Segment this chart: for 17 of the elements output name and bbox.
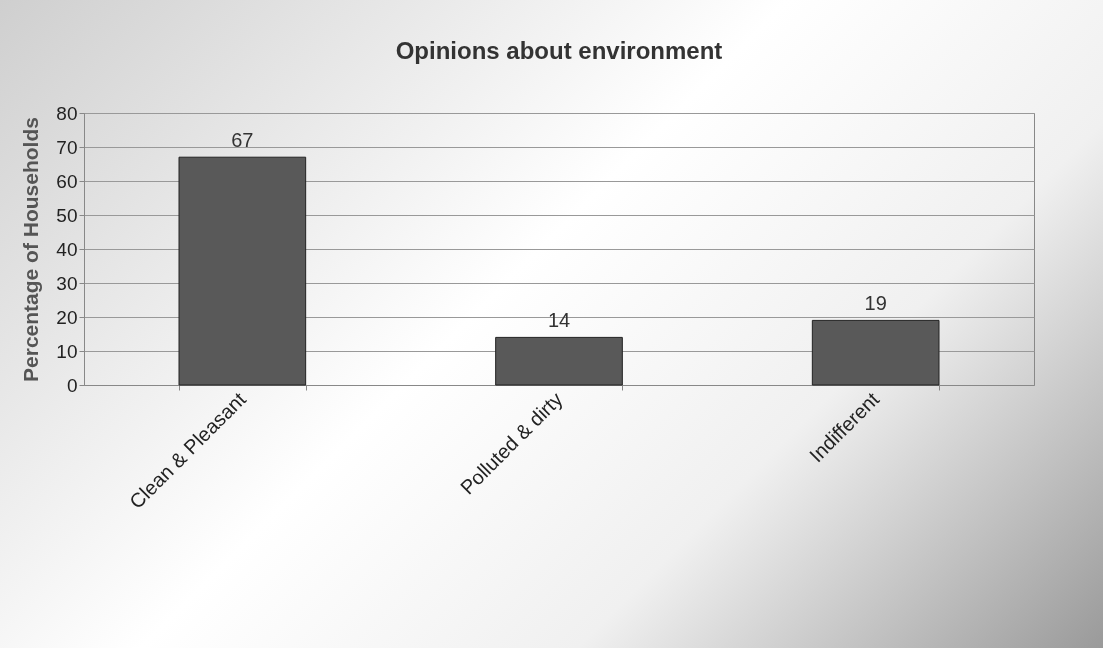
y-tick-label: 20 xyxy=(56,306,78,328)
y-tick-label: 80 xyxy=(56,102,78,124)
data-label: 67 xyxy=(231,129,254,152)
y-tick-label: 60 xyxy=(56,170,78,192)
y-tick-label: 50 xyxy=(56,204,78,226)
bar xyxy=(178,156,307,386)
y-tick-label: 40 xyxy=(56,238,78,260)
bar xyxy=(811,319,940,386)
y-tick-label: 10 xyxy=(56,340,78,362)
data-label: 14 xyxy=(547,309,571,332)
y-tick-label: 30 xyxy=(56,272,78,294)
y-tick-label: 0 xyxy=(66,374,78,396)
y-tick-label: 70 xyxy=(56,136,78,158)
bar xyxy=(495,336,623,386)
chart-title: Opinions about environment xyxy=(395,37,723,64)
y-axis-title: Percentage of Households xyxy=(19,117,43,382)
data-label: 19 xyxy=(864,292,887,315)
